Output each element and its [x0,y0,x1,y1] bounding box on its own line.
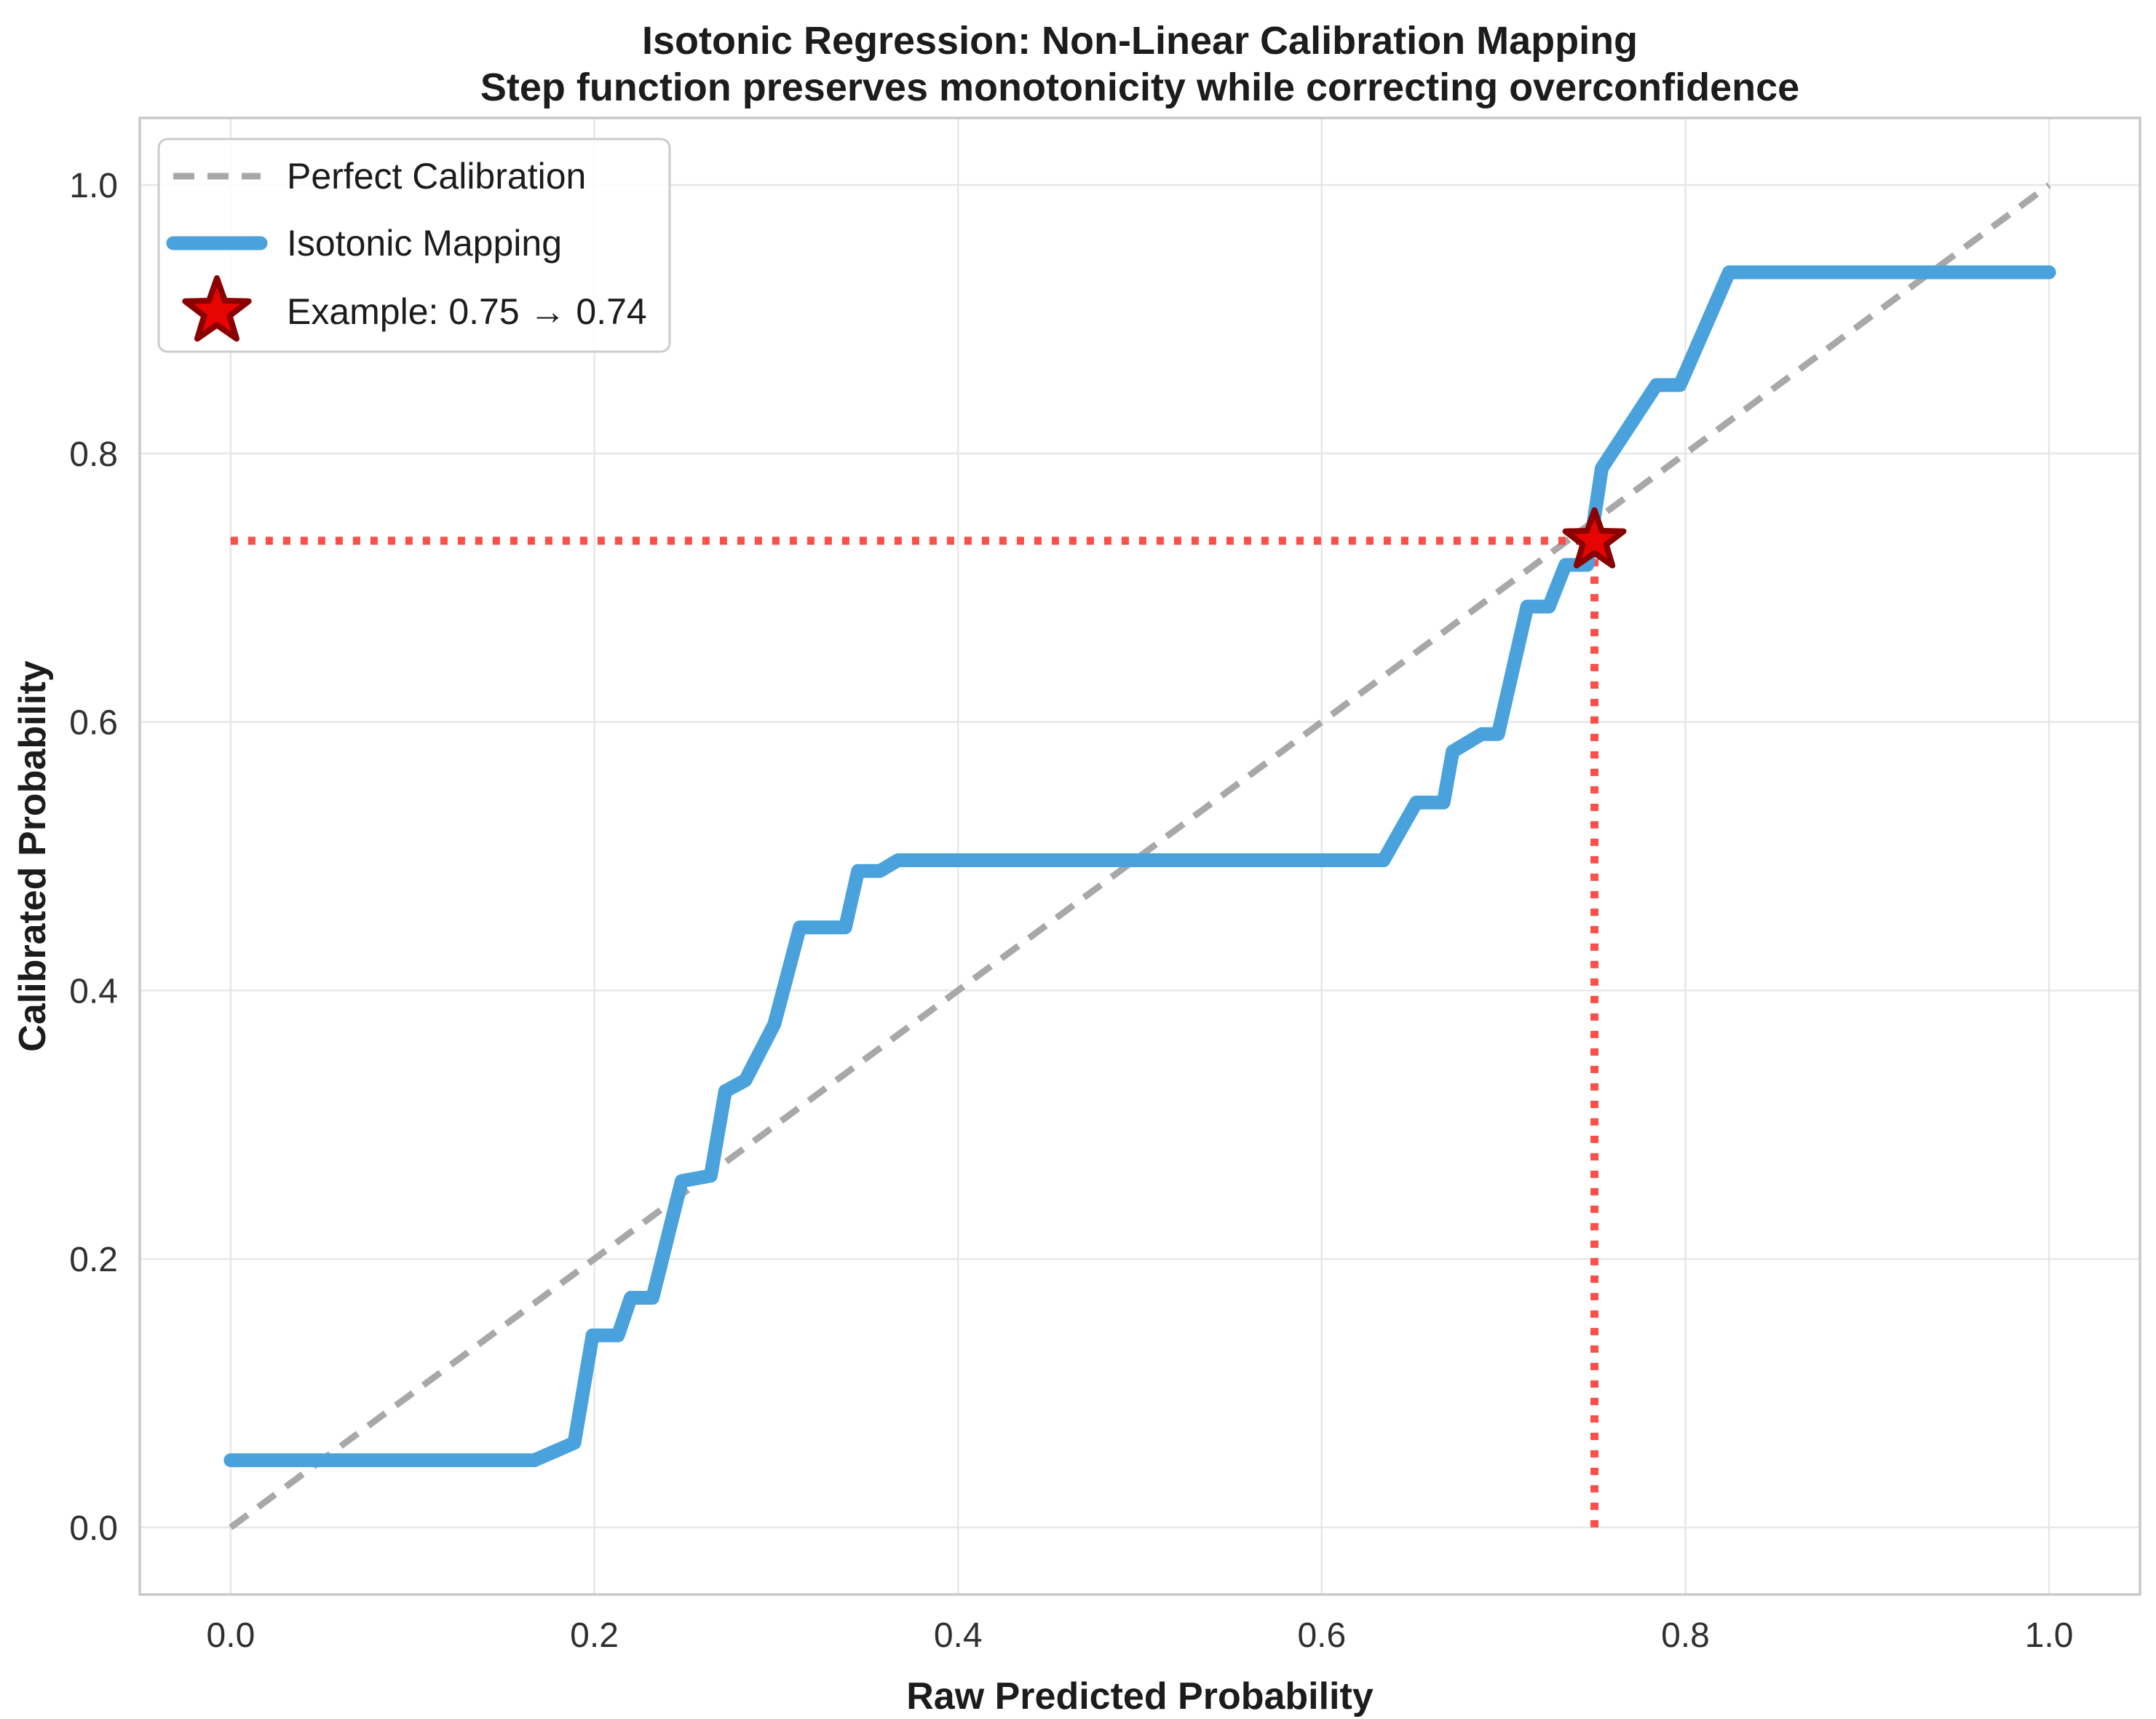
example-star-icon [182,275,252,342]
legend: Perfect Calibration Isotonic Mapping Exa… [157,138,671,353]
x-tick-label: 0.4 [934,1616,983,1655]
x-tick-label: 1.0 [2025,1616,2074,1655]
axes-spines [138,116,2141,1596]
y-tick-label: 1.0 [69,167,118,205]
example-point-star [1562,507,1627,569]
y-axis-label: Calibrated Probability [12,660,54,1052]
chart-title: Isotonic Regression: Non-Linear Calibrat… [642,19,1638,63]
x-tick-label: 0.2 [570,1616,619,1655]
x-tick-label: 0.0 [207,1616,255,1655]
x-axis-label: Raw Predicted Probability [906,1675,1374,1718]
legend-box [157,138,671,353]
isotonic-mapping-curve [223,265,2056,1468]
legend-item-perfect-calibration: Perfect Calibration [287,156,586,197]
legend-item-isotonic-mapping: Isotonic Mapping [287,223,562,264]
x-tick-label: 0.8 [1661,1616,1710,1655]
y-tick-label: 0.4 [69,972,118,1011]
series-layer [223,182,2056,1530]
y-tick-label: 0.2 [69,1241,118,1279]
y-tick-label: 0.0 [69,1509,118,1548]
legend-item-example: Example: 0.75 → 0.74 [287,291,647,332]
axes-border [138,116,2141,1596]
chart-subtitle: Step function preserves monotonicity whi… [480,66,1799,109]
tick-label-layer: 0.0 0.2 0.4 0.6 0.8 1.0 0.0 0.2 0.4 0.6 0.8 1.0 [69,167,2073,1655]
y-tick-label: 0.8 [69,435,118,474]
x-tick-label: 0.6 [1297,1616,1346,1655]
y-tick-label: 0.6 [69,704,118,743]
